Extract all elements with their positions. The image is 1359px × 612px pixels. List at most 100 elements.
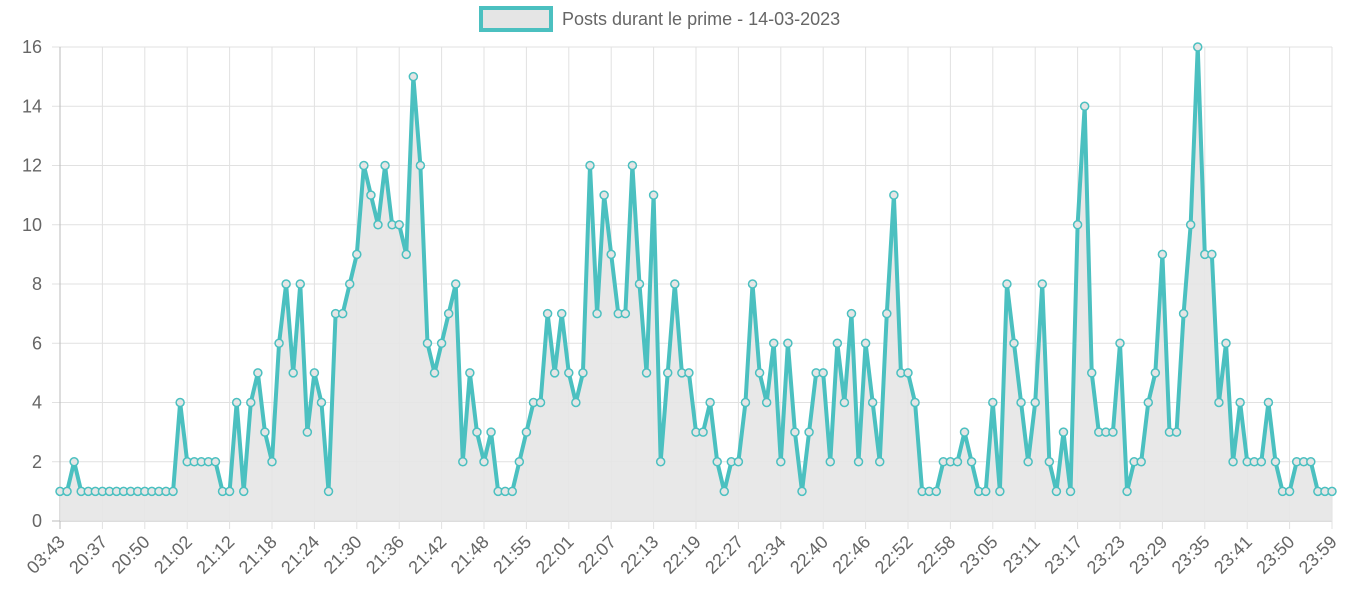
point	[867, 397, 878, 408]
point	[1284, 486, 1295, 497]
point	[1079, 101, 1090, 111]
point	[1270, 457, 1281, 467]
x-tick-label: 20:37	[65, 532, 111, 578]
point	[839, 397, 850, 408]
point	[1214, 397, 1224, 408]
point	[1306, 457, 1316, 467]
point	[1037, 279, 1048, 289]
point	[585, 160, 595, 171]
point	[1002, 279, 1012, 289]
y-tick-label: 12	[22, 156, 42, 176]
point	[521, 427, 532, 437]
x-tick-label: 22:46	[828, 532, 874, 578]
point	[479, 457, 489, 467]
point	[620, 308, 631, 319]
x-tick-label: 22:58	[913, 532, 959, 578]
point	[825, 457, 836, 467]
point	[69, 457, 79, 467]
point	[641, 368, 652, 378]
x-tick-label: 21:42	[404, 532, 450, 578]
point	[422, 338, 433, 348]
point	[465, 368, 475, 378]
point	[436, 338, 447, 348]
point	[535, 397, 546, 408]
point	[1157, 249, 1168, 260]
point	[401, 249, 412, 260]
x-tick-label: 23:17	[1040, 532, 1086, 578]
point	[1009, 338, 1019, 348]
point	[846, 308, 857, 319]
point	[168, 486, 178, 497]
point	[408, 71, 419, 82]
x-tick-label: 21:18	[235, 532, 281, 578]
point	[267, 457, 277, 467]
point	[295, 279, 306, 289]
point	[238, 486, 249, 497]
x-tick-label: 23:23	[1083, 532, 1129, 578]
point	[776, 457, 786, 467]
point	[1263, 397, 1274, 408]
point	[1228, 457, 1238, 467]
point	[592, 308, 602, 319]
point	[980, 486, 991, 497]
point	[1086, 368, 1097, 378]
point	[274, 338, 284, 348]
point	[1030, 397, 1040, 408]
point	[359, 160, 369, 171]
point	[761, 397, 772, 408]
point	[783, 338, 793, 348]
point	[1256, 457, 1267, 467]
area	[60, 47, 1332, 521]
y-tick-label: 16	[22, 37, 42, 57]
point	[903, 368, 913, 378]
point	[323, 486, 334, 497]
x-tick-label: 21:12	[192, 532, 238, 578]
point	[670, 279, 680, 289]
x-tick-label: 21:48	[447, 532, 493, 578]
point	[1178, 308, 1189, 319]
x-tick-label: 21:24	[277, 532, 323, 578]
point	[458, 457, 468, 467]
point	[507, 486, 518, 497]
point	[599, 190, 609, 200]
x-tick-label: 20:50	[108, 532, 154, 578]
y-tick-label: 4	[32, 393, 42, 413]
point	[818, 368, 828, 378]
x-tick-label: 21:30	[320, 532, 366, 578]
y-tick-label: 6	[32, 333, 42, 353]
x-tick-label: 23:11	[999, 532, 1044, 577]
point	[1221, 338, 1231, 348]
point	[648, 190, 659, 200]
point	[966, 457, 977, 467]
point	[952, 457, 963, 467]
x-tick-label: 22:40	[786, 532, 832, 578]
point	[415, 160, 426, 171]
x-tick-label: 22:34	[744, 532, 790, 578]
point	[988, 397, 998, 408]
point	[1051, 486, 1062, 497]
x-tick-label: 22:19	[659, 532, 705, 578]
point	[472, 427, 482, 437]
point	[1171, 427, 1182, 437]
point	[797, 486, 807, 497]
point	[344, 279, 355, 289]
point	[231, 397, 242, 408]
x-tick-label: 23:41	[1210, 532, 1256, 578]
point	[1044, 457, 1055, 467]
point	[514, 457, 525, 467]
point	[1327, 486, 1337, 497]
point	[995, 486, 1005, 497]
point	[316, 397, 327, 408]
point	[542, 308, 553, 319]
point	[712, 457, 722, 467]
point	[380, 160, 390, 171]
point	[1108, 427, 1118, 437]
point	[1016, 397, 1026, 408]
x-tick-label: 23:29	[1125, 532, 1171, 578]
y-tick-label: 0	[32, 511, 42, 531]
point	[684, 368, 694, 378]
point	[224, 486, 235, 497]
point	[1192, 42, 1203, 52]
y-tick-label: 2	[32, 452, 42, 472]
